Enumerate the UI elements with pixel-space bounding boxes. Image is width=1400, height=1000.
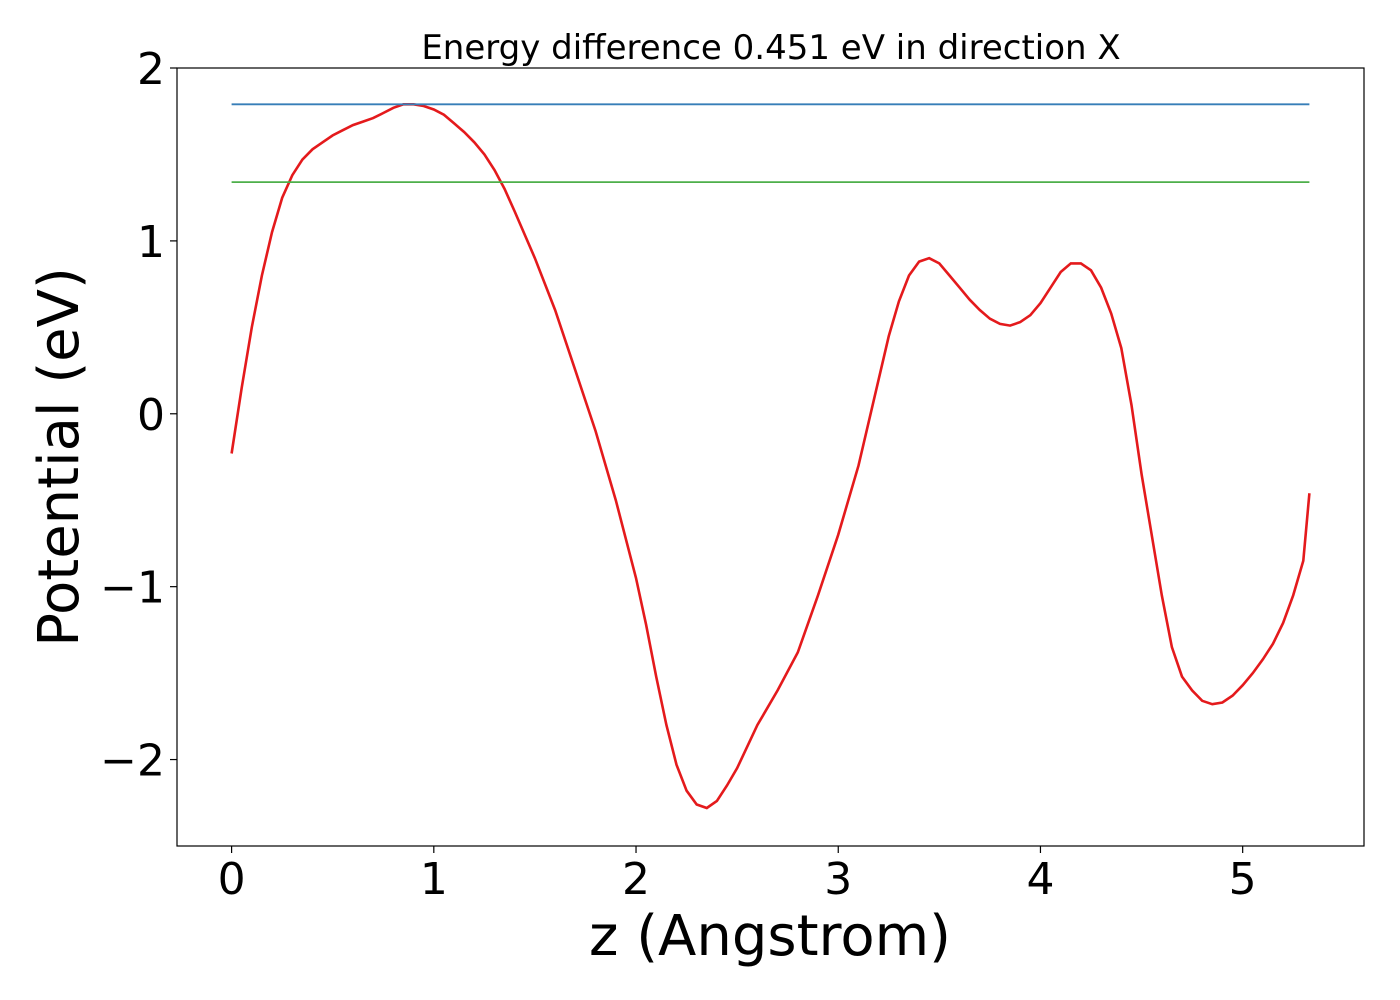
x-tick-label: 2 [622, 854, 650, 905]
series-line-0 [230, 103, 1311, 810]
series-layer [230, 103, 1311, 810]
y-tick-label: 1 [137, 217, 165, 268]
y-tick-label: 2 [137, 44, 165, 95]
y-axis-ticks: −2 −1 0 1 2 [100, 44, 177, 787]
x-tick-label: 4 [1026, 854, 1054, 905]
x-tick-label: 5 [1229, 854, 1257, 905]
x-tick-label: 1 [420, 854, 448, 905]
x-tick-label: 3 [824, 854, 852, 905]
y-tick-label: −2 [100, 736, 165, 787]
y-axis-label: Potential (eV) [27, 267, 92, 647]
y-tick-label: 0 [137, 390, 165, 441]
x-axis-label: z (Angstrom) [589, 904, 951, 969]
x-tick-label: 0 [218, 854, 246, 905]
plot-area [176, 67, 1365, 847]
chart-title: Energy difference 0.451 eV in direction … [421, 28, 1120, 68]
y-tick-label: −1 [100, 563, 165, 614]
x-axis-ticks: 0 1 2 3 4 5 [218, 846, 1257, 905]
